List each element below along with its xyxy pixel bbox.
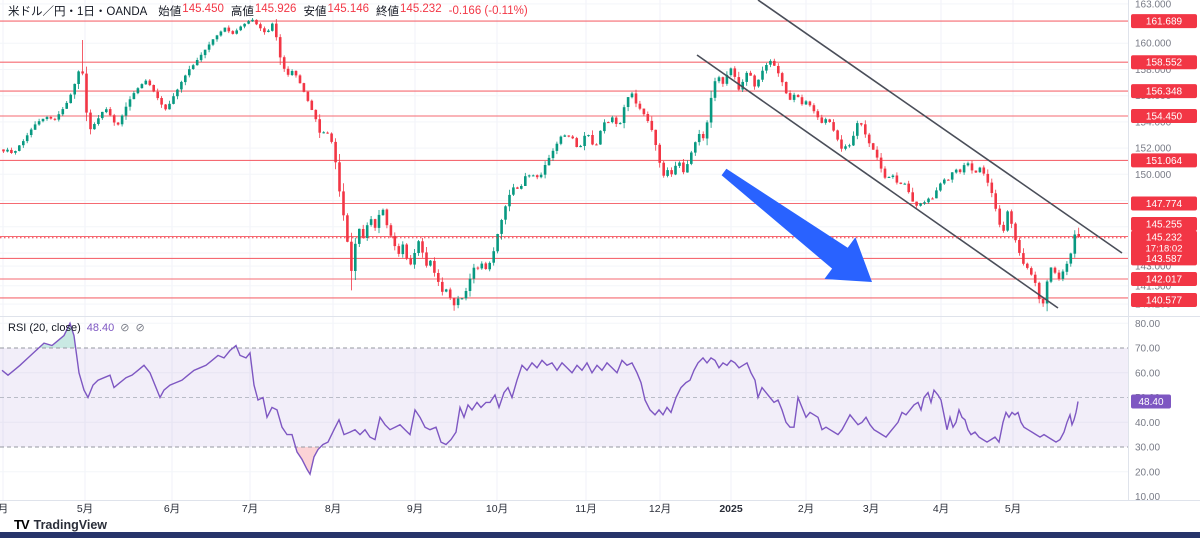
svg-text:158.000: 158.000: [1135, 65, 1172, 76]
price-level-badge: 151.064: [1131, 153, 1197, 168]
svg-text:48.40: 48.40: [1138, 397, 1163, 408]
symbol-title[interactable]: 米ドル／円・1日・OANDA: [8, 6, 148, 18]
rsi-value: 48.40: [86, 321, 115, 334]
svg-text:30.00: 30.00: [1135, 443, 1160, 454]
ohlc-close: 終値 145.232: [376, 3, 442, 18]
time-axis-label: 9月: [407, 503, 423, 515]
price-level-badge: 154.450: [1131, 109, 1197, 123]
price-level-badge: 158.552: [1131, 55, 1197, 70]
rsi-pane[interactable]: [0, 321, 1128, 477]
svg-text:17:18:02: 17:18:02: [1146, 243, 1183, 254]
svg-text:161.689: 161.689: [1146, 17, 1183, 28]
svg-text:156.348: 156.348: [1146, 87, 1183, 98]
price-level-badge: 145.255: [1131, 217, 1197, 231]
rsi-line: [1, 321, 1079, 477]
svg-text:60.00: 60.00: [1135, 368, 1160, 379]
symbol-legend: 米ドル／円・1日・OANDA 始値 145.450 高値 145.926 安値 145…: [8, 3, 528, 19]
time-axis-label: 3月: [863, 503, 879, 515]
rsi-settings-icon[interactable]: ⊘: [135, 322, 151, 334]
pane-separators[interactable]: [0, 0, 1200, 501]
candles-layer[interactable]: [2, 18, 1080, 312]
price-level-badge: 140.577: [1131, 293, 1197, 307]
ohlc-open: 始値 145.450: [158, 3, 224, 18]
bottom-bar: [0, 532, 1200, 538]
svg-text:152.000: 152.000: [1135, 144, 1172, 155]
price-level-badge: 142.017: [1131, 272, 1197, 286]
time-axis-label: 2月: [798, 503, 814, 515]
time-axis-label: 5月: [77, 503, 93, 515]
time-axis-label: 8月: [325, 503, 341, 515]
svg-text:150.000: 150.000: [1135, 170, 1172, 181]
price-level-badge: 156.348: [1131, 84, 1197, 99]
price-axis[interactable]: 163.000160.000158.000156.000154.000152.0…: [1131, 0, 1197, 311]
svg-text:80.00: 80.00: [1135, 319, 1160, 330]
rsi-label[interactable]: RSI (20, close): [8, 321, 81, 334]
svg-text:145.232: 145.232: [1146, 232, 1183, 243]
time-axis-label: 4月: [933, 503, 949, 515]
ohlc-low: 安値 145.146: [303, 3, 370, 18]
svg-text:160.000: 160.000: [1135, 39, 1172, 50]
tradingview-logo-icon: TV: [14, 517, 30, 532]
rsi-axis[interactable]: 80.0070.0060.0050.0040.0030.0020.0010.00…: [1131, 319, 1171, 503]
svg-text:154.450: 154.450: [1146, 112, 1183, 123]
time-axis-label: 11月: [575, 503, 596, 515]
svg-text:70.00: 70.00: [1135, 344, 1160, 355]
time-axis-label: 7月: [242, 503, 258, 515]
price-level-badge: 161.689: [1131, 14, 1197, 29]
svg-text:145.255: 145.255: [1146, 220, 1183, 231]
svg-text:141.500: 141.500: [1135, 281, 1172, 292]
svg-text:163.000: 163.000: [1135, 0, 1172, 10]
rsi-hide-icon[interactable]: ⊘: [120, 322, 136, 334]
time-axis[interactable]: 月 5月 6月 7月 8月 9月 10月 11月 12月 2025 2月 3月 4月 5月: [0, 503, 1021, 515]
price-level-badge: 147.774: [1131, 196, 1197, 211]
svg-text:10.00: 10.00: [1135, 492, 1160, 503]
ohlc-high: 高値 145.926: [230, 3, 297, 18]
svg-text:151.064: 151.064: [1146, 156, 1183, 167]
time-axis-label: 6月: [164, 503, 180, 515]
trendline-1: [757, 0, 1123, 254]
horizontal-level-lines[interactable]: [0, 20, 1128, 299]
svg-text:142.017: 142.017: [1146, 275, 1183, 286]
svg-text:158.552: 158.552: [1146, 58, 1183, 69]
tradingview-watermark-text: TradingView: [33, 517, 108, 532]
time-axis-label: 5月: [1005, 503, 1021, 515]
svg-text:40.00: 40.00: [1135, 418, 1160, 429]
time-axis-label: 2025: [719, 503, 743, 515]
svg-text:147.774: 147.774: [1146, 199, 1183, 210]
trendline-channel[interactable]: [696, 0, 1123, 309]
current-price-badge: 145.232 17:18:02: [1131, 230, 1197, 255]
rsi-legend: RSI (20, close) 48.40 ⊘⊘: [8, 321, 151, 335]
down-arrow-annotation[interactable]: [721, 168, 872, 282]
rsi-value-badge: 48.40: [1131, 394, 1171, 409]
svg-text:143.000: 143.000: [1135, 262, 1172, 273]
time-axis-label: 12月: [649, 503, 671, 515]
time-axis-label: 月: [0, 503, 8, 515]
price-level-badge: 143.587: [1131, 251, 1197, 266]
svg-text:143.587: 143.587: [1146, 254, 1183, 265]
svg-text:140.577: 140.577: [1146, 296, 1183, 307]
tradingview-watermark[interactable]: TV TradingView: [14, 517, 107, 532]
time-axis-label: 10月: [486, 503, 508, 515]
trendline-2: [696, 54, 1059, 309]
grid-layer: [0, 0, 1128, 500]
svg-text:20.00: 20.00: [1135, 467, 1160, 478]
price-change: -0.166 (-0.11%): [448, 5, 528, 17]
